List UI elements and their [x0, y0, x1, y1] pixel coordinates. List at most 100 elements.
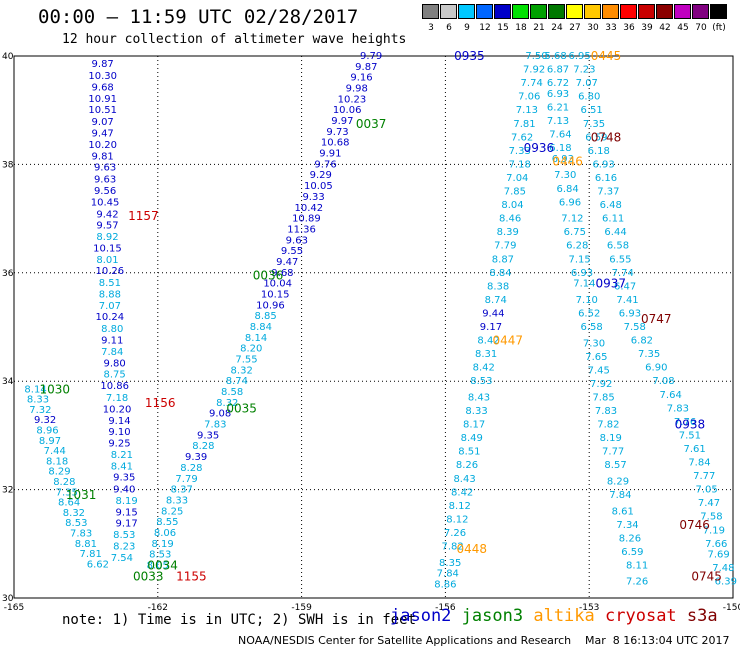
wave-height-value: 7.04	[506, 173, 528, 184]
wave-height-value: 8.87	[492, 254, 514, 265]
chart-subtitle: 12 hour collection of altimeter wave hei…	[62, 32, 407, 47]
wave-height-value: 7.62	[511, 132, 533, 143]
pass-time-label: 1031	[66, 488, 97, 502]
wave-height-value: 9.98	[346, 84, 368, 95]
pass-time-label: 0746	[679, 518, 710, 532]
wave-height-value: 7.65	[585, 352, 607, 363]
wave-height-value: 7.83	[204, 420, 226, 431]
legend-swatch	[494, 4, 511, 19]
pass-time-label: 0938	[675, 418, 706, 432]
wave-height-value: 7.92	[590, 379, 612, 390]
legend-swatch	[674, 4, 691, 19]
wave-height-value: 8.19	[600, 433, 622, 444]
wave-height-value: 8.53	[149, 550, 171, 561]
wave-height-value: 7.37	[597, 187, 619, 198]
wave-height-value: 8.12	[446, 514, 468, 525]
wave-height-value: 6.75	[564, 227, 586, 238]
wave-height-value: 7.58	[624, 322, 646, 333]
pass-time-label: 0034	[147, 558, 178, 572]
wave-height-value: 10.51	[88, 105, 117, 116]
wave-height-value: 6.93	[547, 89, 569, 100]
wave-height-value: 8.43	[453, 474, 475, 485]
y-tick-label: 34	[2, 377, 14, 387]
wave-height-value: 6.21	[547, 102, 569, 113]
legend-label: 70	[695, 23, 707, 33]
wave-height-value: 6.93	[571, 268, 593, 279]
pass-time-label: 0937	[595, 277, 626, 291]
wave-height-value: 9.56	[94, 186, 116, 197]
wave-height-value: 7.81	[513, 119, 535, 130]
wave-height-value: 8.53	[113, 530, 135, 541]
x-tick-label: -159	[291, 603, 312, 613]
wave-height-value: 8.28	[180, 463, 202, 474]
wave-height-value: 7.18	[509, 159, 531, 170]
wave-height-value: 9.76	[314, 159, 336, 170]
wave-height-value: 8.37	[171, 485, 193, 496]
wave-height-value: 6.48	[600, 200, 622, 211]
wave-height-value: 10.26	[96, 266, 125, 277]
wave-height-value: 7.26	[626, 577, 648, 588]
legend-swatch	[566, 4, 583, 19]
wave-height-value: 9.42	[96, 209, 118, 220]
legend-label: 9	[464, 23, 470, 33]
wave-height-value: 9.44	[482, 308, 504, 319]
wave-height-value: 7.84	[688, 458, 710, 469]
wave-height-value: 9.47	[92, 129, 114, 140]
wave-height-value: 9.35	[113, 473, 135, 484]
wave-height-value: 8.85	[255, 311, 277, 322]
wave-height-value: 7.44	[44, 446, 66, 457]
wave-height-value: 10.86	[100, 381, 129, 392]
wave-height-value: 8.74	[485, 295, 507, 306]
wave-height-value: 10.06	[333, 105, 362, 116]
wave-height-value: 9.07	[92, 117, 114, 128]
wave-height-value: 7.33	[509, 146, 531, 157]
y-tick-label: 40	[2, 52, 14, 62]
pass-time-label: 0748	[591, 130, 622, 144]
wave-height-value: 7.85	[592, 392, 614, 403]
wave-height-value: 6.28	[566, 241, 588, 252]
footer-timestamp: Mar 8 16:13:04 UTC 2017	[585, 634, 730, 647]
x-tick-label: -162	[148, 603, 168, 613]
wave-height-value: 7.13	[547, 116, 569, 127]
legend-label: 18	[515, 23, 527, 33]
wave-height-value: 8.75	[104, 370, 126, 381]
wave-height-value: 9.25	[108, 439, 130, 450]
legend-label: (ft)	[712, 23, 726, 33]
wave-height-value: 6.58	[580, 322, 602, 333]
wave-height-value: 10.04	[263, 279, 292, 290]
wave-height-value: 8.51	[99, 278, 121, 289]
wave-height-value: 8.88	[99, 289, 121, 300]
wave-height-value: 8.41	[111, 461, 133, 472]
wave-height-value: 6.93	[592, 159, 614, 170]
satellite-jason3: jason3	[461, 606, 524, 626]
wave-height-value: 8.33	[465, 406, 487, 417]
pass-time-label: 0037	[356, 117, 387, 131]
wave-height-value: 8.57	[604, 460, 626, 471]
wave-height-value: 9.81	[92, 151, 114, 162]
wave-height-value: 7.15	[568, 254, 590, 265]
wave-height-value: 10.15	[261, 289, 290, 300]
plot-frame	[13, 55, 734, 599]
pass-time-label: 1157	[128, 209, 159, 223]
pass-time-label: 0747	[641, 312, 672, 326]
wave-height-value: 8.35	[439, 558, 461, 569]
wave-height-value: 8.97	[39, 436, 61, 447]
wave-height-value: 7.07	[576, 78, 598, 89]
wave-height-value: 7.08	[652, 376, 674, 387]
wave-height-value: 9.47	[276, 257, 298, 268]
wave-height-value: 7.45	[588, 365, 610, 376]
wave-height-value: 7.34	[616, 520, 638, 531]
pass-time-label: 0448	[456, 542, 487, 556]
wave-height-value: 7.18	[106, 393, 128, 404]
pass-time-label: 1156	[145, 396, 176, 410]
wave-height-value: 5.68	[545, 51, 567, 62]
wave-height-value: 7.77	[602, 447, 624, 458]
wave-height-value: 6.96	[559, 197, 581, 208]
satellite-s3a: s3a	[686, 606, 718, 626]
wave-height-value: 8.29	[607, 476, 629, 487]
wave-height-value: 10.24	[96, 312, 125, 323]
wave-height-value: 6.16	[595, 173, 617, 184]
wave-height-value: 7.51	[679, 430, 701, 441]
wave-height-value: 8.04	[501, 200, 523, 211]
wave-height-value: 8.39	[497, 227, 519, 238]
